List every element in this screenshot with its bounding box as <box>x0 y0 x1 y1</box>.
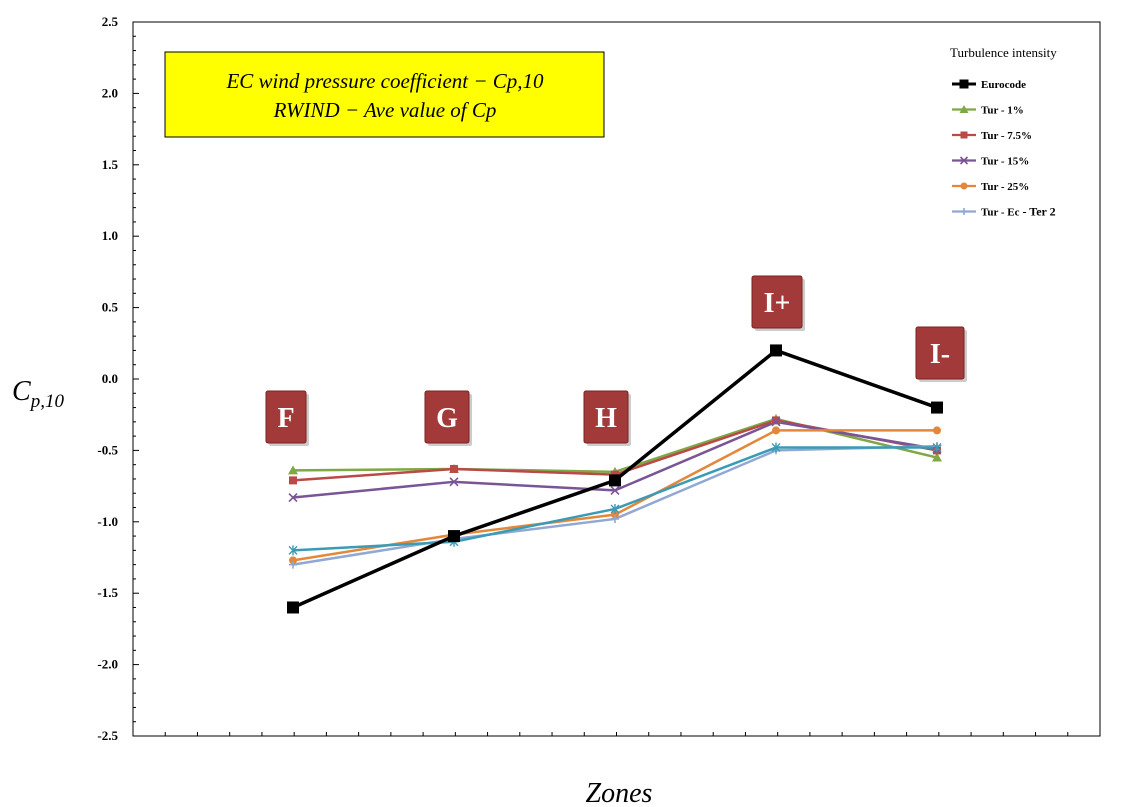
legend-item-1: Eurocode <box>952 79 1026 91</box>
data-point <box>450 464 458 473</box>
data-point <box>959 79 969 89</box>
y-tick-label: 1.5 <box>102 157 119 172</box>
zone-label-text: F <box>277 403 294 434</box>
zone-label-2: G <box>424 390 472 446</box>
data-point <box>288 492 298 503</box>
data-point <box>770 344 782 357</box>
data-point <box>288 545 298 556</box>
y-tick-label: -0.5 <box>97 442 118 457</box>
zone-label-1: F <box>265 390 309 446</box>
zone-label-text: I+ <box>764 288 791 319</box>
y-tick-label: -2.5 <box>97 728 118 743</box>
data-point <box>932 452 942 462</box>
y-tick-label: -1.5 <box>97 585 118 600</box>
data-point <box>448 530 460 543</box>
legend-label: Tur - 15% <box>981 156 1029 168</box>
data-point <box>611 510 619 519</box>
zone-label-text: G <box>436 403 458 434</box>
series-markers <box>287 344 943 614</box>
y-tick-label: -2.0 <box>97 657 118 672</box>
data-point <box>933 426 941 435</box>
data-point <box>771 442 781 453</box>
annotation-line-2: RWIND − Ave value of Cp <box>273 98 497 122</box>
zone-label-box <box>424 390 470 444</box>
data-point <box>959 156 969 165</box>
legend-item-6: Tur - Ec - Ter 2 <box>952 205 1056 219</box>
y-tick-label: 2.0 <box>102 85 118 100</box>
zone-label-text: I- <box>930 339 950 370</box>
legend-label: Eurocode <box>981 79 1026 91</box>
y-tick-label: 2.5 <box>102 14 119 29</box>
y-tick-label: 0.5 <box>102 300 119 315</box>
annotation-box: EC wind pressure coefficient − Cp,10 RWI… <box>164 51 605 138</box>
legend-item-2: Tur - 1% <box>952 105 1024 117</box>
legend-label: Tur - 1% <box>981 105 1024 117</box>
data-point <box>772 426 780 435</box>
data-point <box>609 474 621 487</box>
data-point <box>611 514 619 523</box>
y-tick-label: 0.0 <box>102 371 118 386</box>
data-point <box>610 503 620 514</box>
legend-title: Turbulence intensity <box>950 45 1057 60</box>
data-point <box>771 417 781 427</box>
legend: Turbulence intensity Eurocode Tur - 1% Tur… <box>950 45 1057 219</box>
y-tick-label: 1.0 <box>102 228 118 243</box>
legend-label: Tur - 25% <box>981 181 1029 193</box>
data-point <box>289 476 297 485</box>
y-axis-title-subscript: p,10 <box>29 391 65 412</box>
data-point <box>960 182 968 190</box>
y-tick-label: -1.0 <box>97 514 118 529</box>
zone-label-5: I- <box>915 326 967 382</box>
x-axis-minor-ticks <box>132 732 1101 736</box>
y-axis-ticks: 2.5 2.0 1.5 1.0 0.5 0.0 -0.5 -1.0 -1.5 -2.0 -2.5 <box>97 14 139 743</box>
data-point <box>960 131 968 139</box>
series-points-7 <box>288 442 942 556</box>
zone-label-4: I+ <box>751 275 805 331</box>
data-point <box>289 560 297 569</box>
legend-label: Tur - 7.5% <box>981 130 1032 142</box>
y-axis-title-main: C <box>12 376 31 407</box>
zone-label-box <box>751 275 803 329</box>
data-point <box>932 442 942 453</box>
zone-label-3: H <box>583 390 631 446</box>
zone-label-box <box>265 390 307 444</box>
data-point <box>772 416 780 425</box>
y-axis-title: Cp,10 <box>12 376 64 412</box>
data-point <box>959 105 969 113</box>
annotation-background <box>164 51 605 138</box>
data-point <box>610 485 620 495</box>
legend-item-4: Tur - 15% <box>952 156 1029 168</box>
zone-label-box <box>583 390 629 444</box>
series-points-1 <box>287 344 943 614</box>
data-point <box>449 477 459 487</box>
x-axis-title: Zones <box>586 778 653 807</box>
legend-label: Tur - Ec - Ter 2 <box>981 205 1056 219</box>
legend-item-5: Tur - 25% <box>952 181 1029 193</box>
data-point <box>931 401 943 414</box>
data-point <box>287 601 299 614</box>
data-point <box>960 208 968 215</box>
zone-labels: F G H I+ I- <box>265 275 967 446</box>
data-point <box>289 556 297 565</box>
legend-item-3: Tur - 7.5% <box>952 130 1032 142</box>
legend-label-suffix: - Ter 2 <box>1020 205 1056 219</box>
zone-label-box <box>915 326 965 380</box>
annotation-line-1: EC wind pressure coefficient − Cp,10 <box>225 69 544 93</box>
data-point <box>288 465 298 475</box>
zone-label-text: H <box>595 403 617 434</box>
